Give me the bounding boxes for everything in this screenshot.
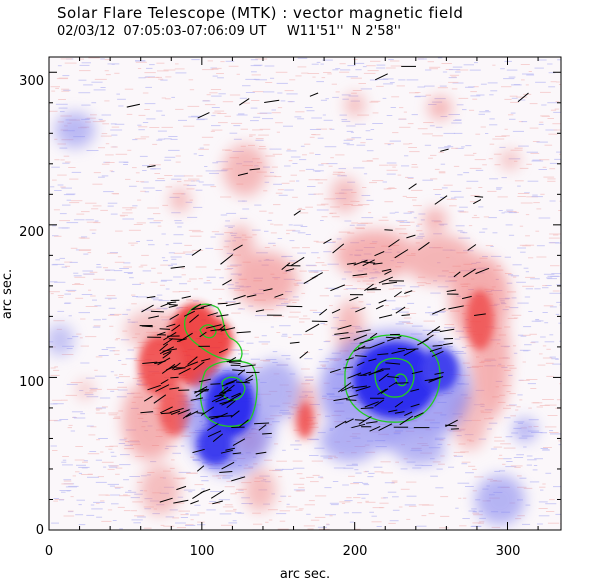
x-tick-label: 0 [45, 544, 53, 559]
y-tick-label: 300 [19, 74, 44, 89]
y-tick-label: 0 [36, 523, 44, 538]
figure-title: Solar Flare Telescope (MTK) : vector mag… [57, 4, 464, 22]
y-tick-label: 200 [19, 225, 44, 240]
x-tick-label: 200 [343, 544, 368, 559]
x-axis-label: arc sec. [280, 567, 330, 582]
plot-frame [48, 56, 562, 531]
obs-longitude: W11'51'' [286, 24, 344, 39]
magnetogram-image [49, 57, 561, 530]
field-contours [183, 303, 441, 427]
y-axis-label: arc sec. [0, 269, 15, 319]
transverse-field-vectors [126, 65, 529, 505]
obs-date: 02/03/12 [57, 24, 116, 39]
x-tick-labels: 0 100 200 300 [45, 544, 521, 559]
observation-info: 02/03/12 07:05:03-07:06:09 UT W11'51'' N 2… [57, 24, 409, 39]
x-tick-label: 300 [496, 544, 521, 559]
obs-latitude: N 2'58'' [351, 24, 401, 39]
y-tick-label: 100 [19, 375, 44, 390]
x-tick-label: 100 [190, 544, 215, 559]
y-tick-labels: 0 100 200 300 [19, 74, 44, 538]
obs-time: 07:05:03-07:06:09 UT [123, 24, 267, 39]
axis-ticks [48, 57, 561, 531]
